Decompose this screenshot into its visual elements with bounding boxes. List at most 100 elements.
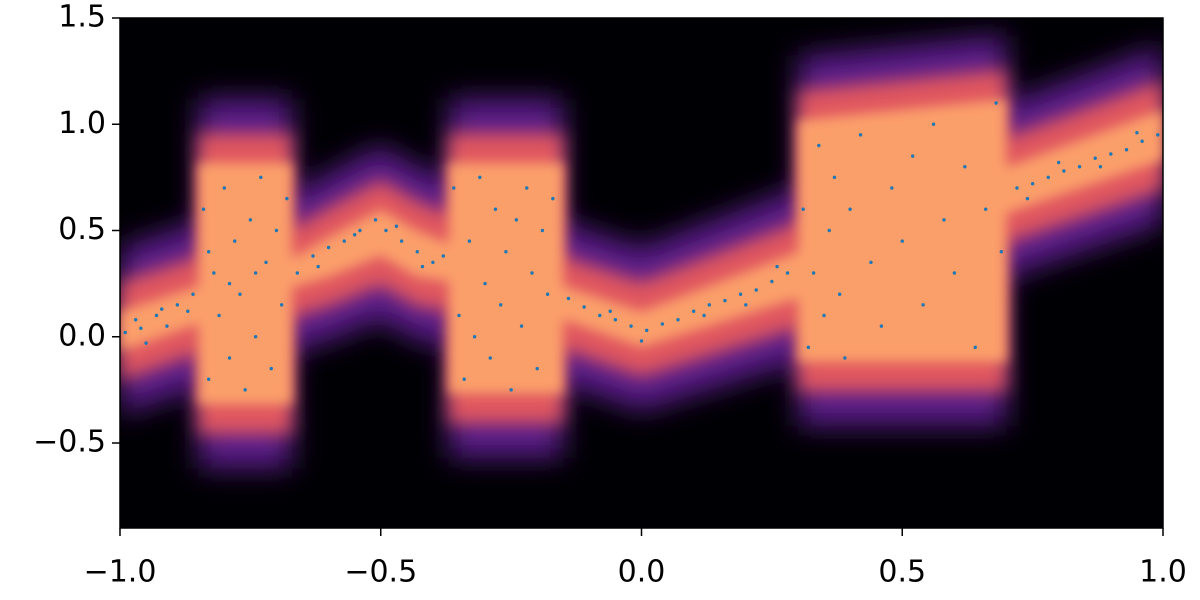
point — [754, 288, 758, 292]
point — [1098, 165, 1103, 169]
point — [206, 250, 211, 254]
point — [326, 245, 331, 250]
point — [525, 186, 529, 190]
point — [274, 228, 279, 233]
point — [483, 281, 487, 286]
point — [420, 264, 425, 269]
point — [817, 143, 821, 148]
point — [154, 313, 159, 318]
point — [707, 303, 711, 307]
point — [639, 339, 644, 343]
point — [598, 313, 602, 318]
point — [629, 324, 633, 328]
point — [952, 271, 957, 275]
point — [785, 271, 790, 275]
x-tick-label: 0.0 — [618, 555, 666, 590]
point — [373, 218, 378, 222]
x-tick-label: −1.0 — [84, 555, 157, 590]
point — [858, 133, 863, 137]
point — [540, 228, 545, 233]
point — [1046, 175, 1050, 180]
x-tick-label: −0.5 — [344, 555, 417, 590]
point — [352, 233, 357, 237]
point — [201, 207, 206, 211]
point — [869, 260, 873, 265]
point — [186, 309, 190, 313]
point — [316, 264, 320, 269]
point — [843, 356, 847, 360]
point — [963, 165, 967, 169]
point — [233, 239, 237, 243]
point — [509, 388, 513, 392]
point — [133, 318, 138, 322]
point — [394, 224, 399, 228]
point — [238, 292, 242, 296]
point — [227, 281, 232, 286]
point — [139, 326, 143, 330]
point — [295, 271, 300, 275]
point — [358, 228, 362, 233]
point — [311, 254, 315, 258]
point — [983, 207, 988, 211]
y-tick-label: 1.5 — [58, 0, 106, 35]
point — [1062, 169, 1066, 173]
point — [890, 186, 894, 190]
point — [535, 366, 539, 371]
point — [994, 101, 998, 105]
y-tick-label: 0.5 — [58, 212, 106, 247]
point — [931, 122, 936, 126]
point — [175, 303, 180, 307]
point — [827, 228, 831, 233]
point — [848, 207, 852, 211]
point — [1077, 165, 1082, 169]
point — [227, 356, 232, 360]
point — [1109, 152, 1113, 156]
point — [467, 239, 472, 243]
point — [123, 330, 127, 335]
point — [1025, 196, 1030, 201]
point — [206, 377, 211, 381]
point — [431, 260, 435, 265]
axes: −1.0 −0.5 0.0 0.5 1.0 −0.5 0.0 0.5 1.0 1.5 — [33, 0, 1187, 590]
y-tick-label: 1.0 — [58, 106, 106, 141]
point — [1135, 131, 1139, 135]
plot-area — [120, 18, 1163, 528]
point — [921, 303, 925, 307]
point — [212, 271, 216, 275]
x-tick-label: 1.0 — [1139, 555, 1187, 590]
point — [160, 307, 164, 311]
point — [457, 313, 461, 318]
point — [243, 388, 247, 392]
point — [384, 228, 388, 233]
point — [264, 260, 268, 265]
point — [806, 345, 811, 350]
point — [279, 303, 284, 307]
point — [222, 186, 226, 190]
point — [999, 250, 1004, 254]
point — [285, 196, 289, 201]
point — [191, 292, 195, 296]
point — [478, 175, 482, 180]
point — [723, 298, 727, 303]
point — [822, 313, 826, 318]
point — [493, 207, 498, 211]
point — [676, 318, 680, 322]
x-tick-label: 0.5 — [878, 555, 926, 590]
point — [165, 324, 169, 328]
point — [519, 324, 524, 328]
point — [879, 324, 884, 328]
density-band — [120, 98, 1163, 405]
point — [253, 335, 258, 339]
point — [738, 292, 743, 296]
point — [498, 303, 503, 307]
point — [910, 154, 915, 158]
point — [1156, 133, 1160, 137]
point — [144, 341, 148, 345]
point — [900, 239, 904, 243]
point — [645, 328, 649, 333]
point — [608, 309, 612, 313]
point — [582, 305, 586, 309]
point — [452, 186, 456, 190]
